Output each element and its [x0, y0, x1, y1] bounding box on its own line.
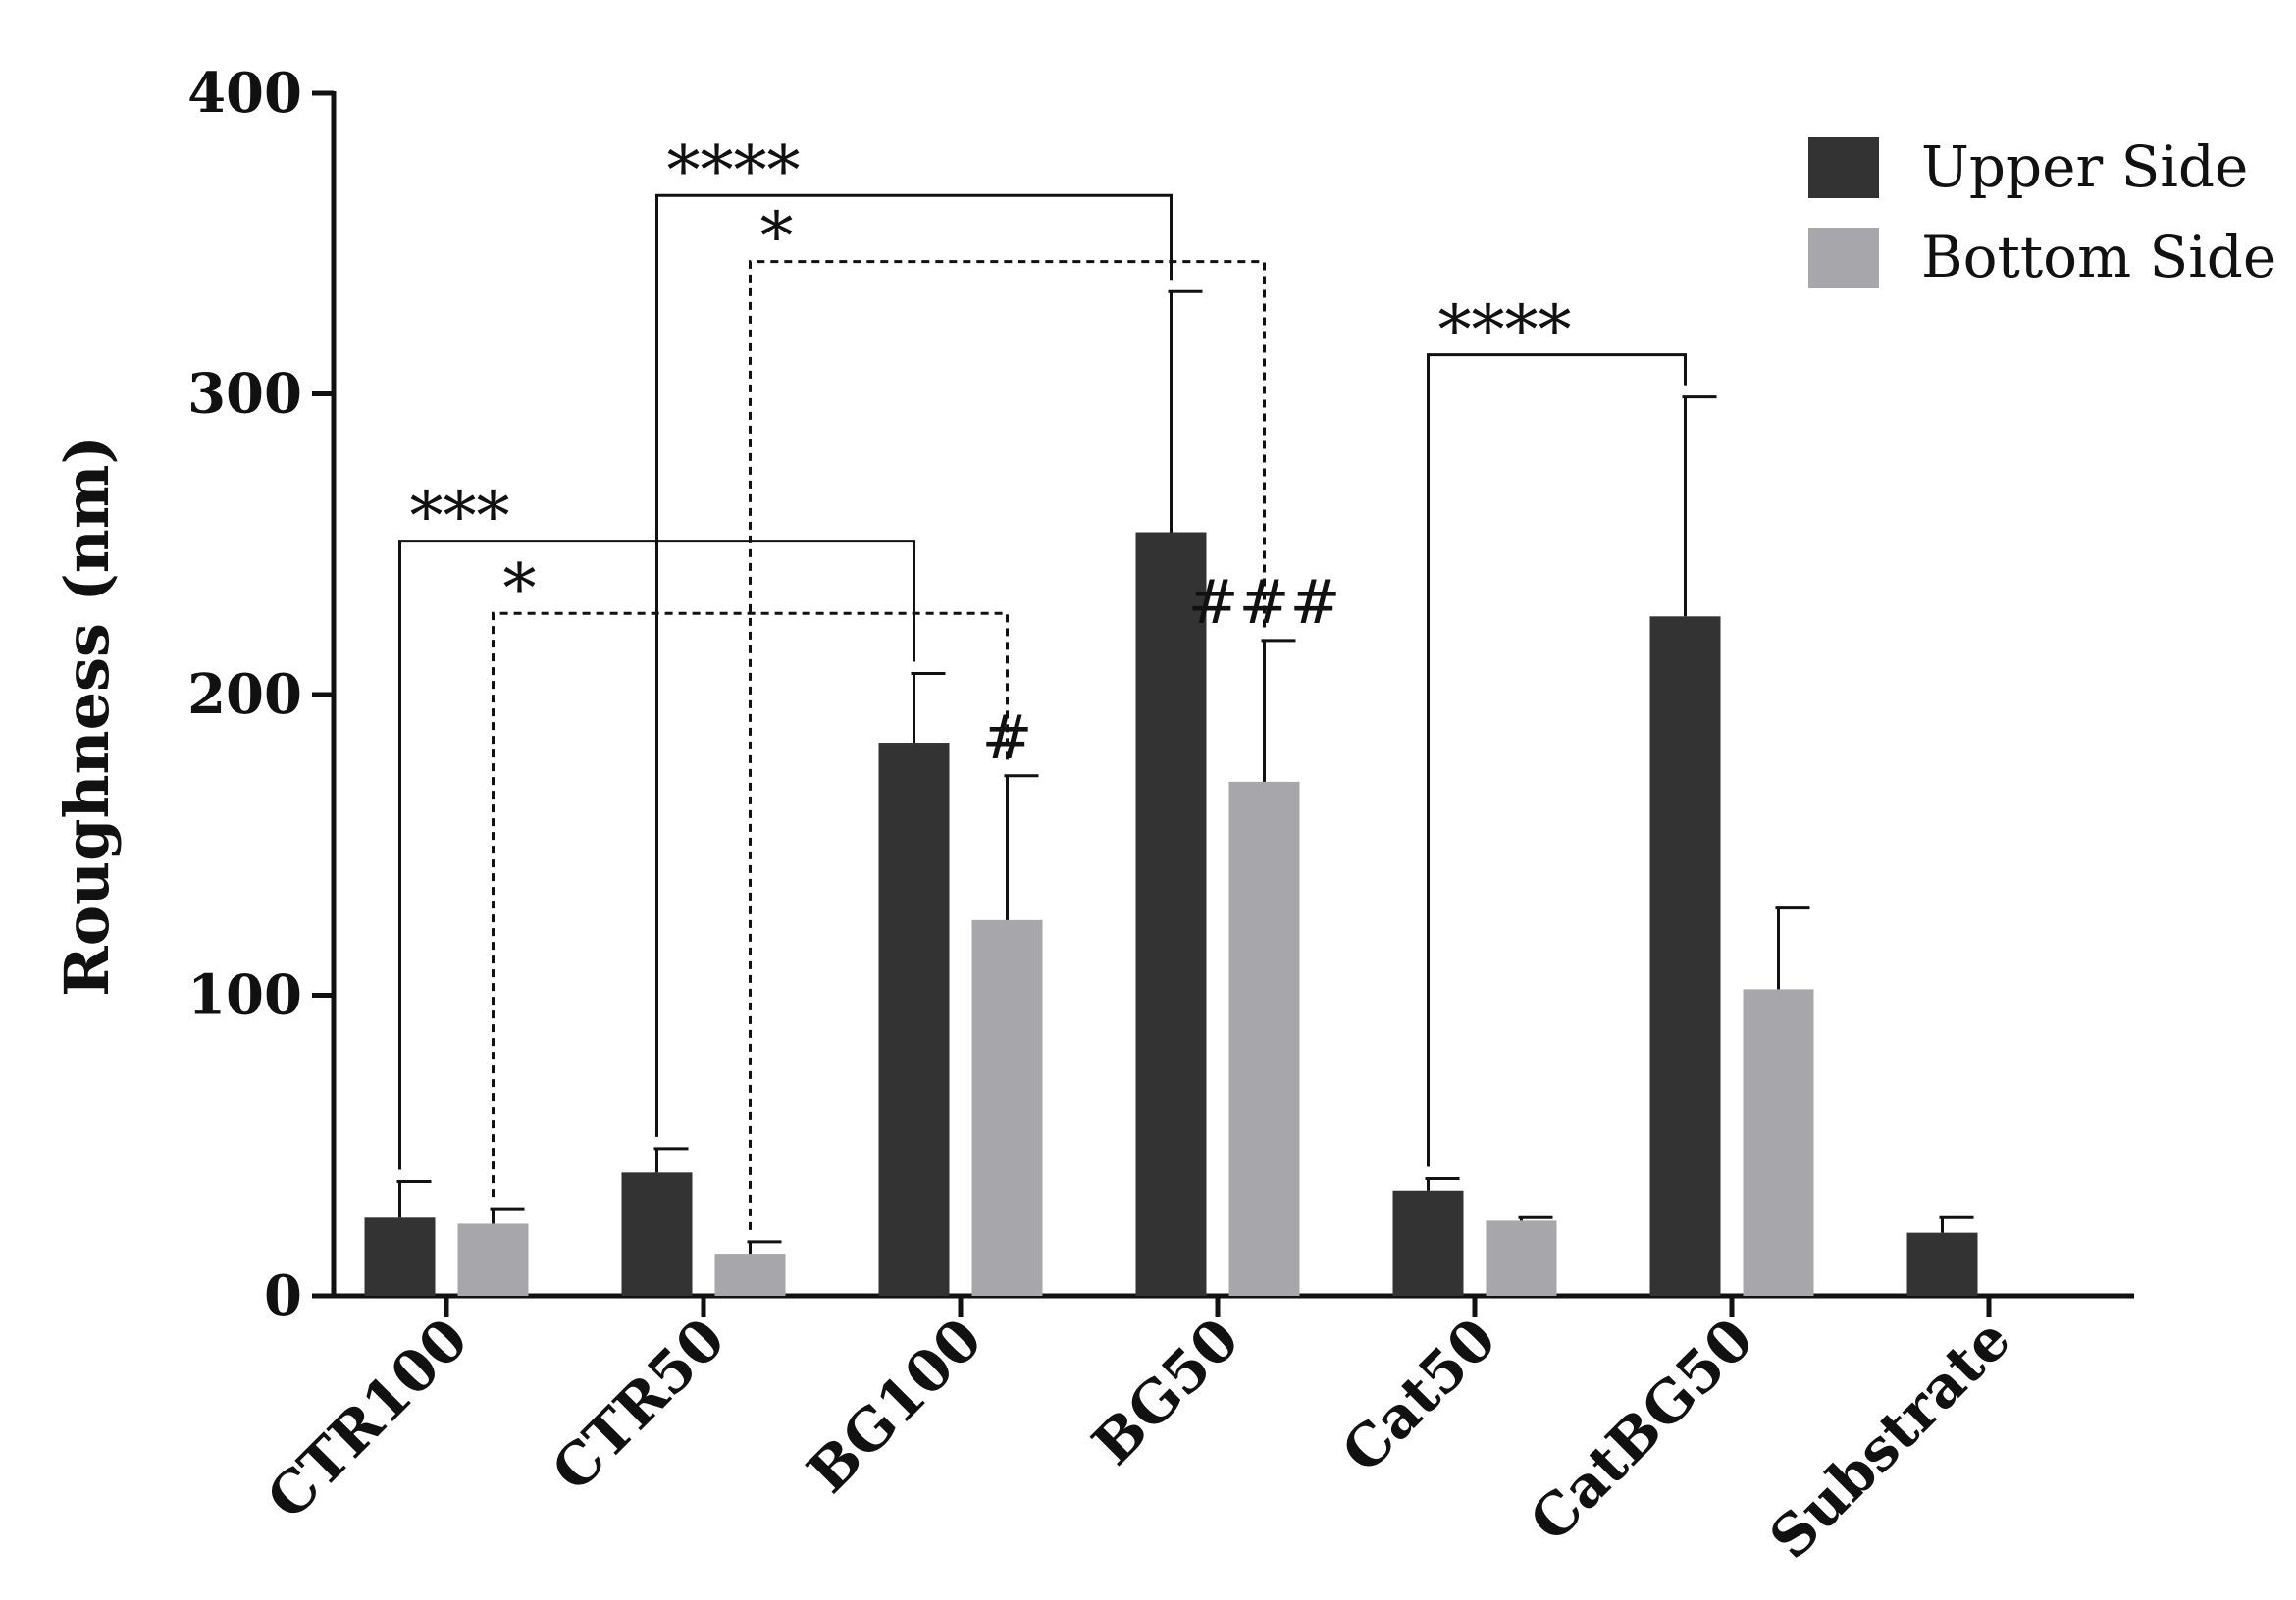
bar: [1392, 1190, 1464, 1296]
legend-label: Upper Side: [1921, 133, 2248, 200]
legend-swatch: [1808, 137, 1879, 198]
significance-label: *: [760, 199, 794, 277]
y-tick-label: 200: [187, 662, 302, 727]
y-axis: 0 100 200 300 400: [187, 61, 337, 1328]
y-tick-label: 100: [187, 963, 302, 1028]
x-tick-label: BG50: [1079, 1306, 1252, 1478]
significance-bracket: [655, 193, 1173, 1137]
bar: [1135, 532, 1207, 1296]
bar: [1228, 781, 1300, 1296]
significance-label: ****: [1438, 292, 1572, 370]
bar: [1486, 1220, 1557, 1296]
y-tick-label: 300: [187, 362, 302, 427]
bar: [364, 1217, 436, 1296]
bar: [714, 1254, 786, 1296]
bar: [457, 1223, 529, 1296]
bar: [878, 743, 950, 1296]
x-tick-label: CTR100: [254, 1306, 481, 1532]
bar: [1906, 1232, 1978, 1296]
legend-label: Bottom Side: [1921, 224, 2276, 290]
x-tick-label: Cat50: [1330, 1306, 1509, 1485]
bar: [1743, 989, 1814, 1296]
y-tick-label: 0: [264, 1264, 302, 1328]
y-axis-label: Roughness (nm): [51, 436, 123, 997]
legend: Upper Side Bottom Side: [1808, 133, 2276, 290]
legend-swatch: [1808, 228, 1879, 288]
x-tick-label: CatBG50: [1517, 1306, 1766, 1555]
significance-bracket: [492, 611, 1009, 1198]
bar: [621, 1172, 693, 1296]
bars: [364, 289, 1978, 1296]
x-tick-label: Substrate: [1756, 1306, 2022, 1572]
significance-bracket: [749, 260, 1266, 1230]
significance-bracket: [1427, 353, 1687, 1167]
significance-brackets: *************####: [398, 132, 1687, 1230]
x-tick-label: CTR50: [539, 1306, 737, 1504]
bar: [1649, 616, 1721, 1296]
x-tick-label: BG100: [795, 1306, 995, 1506]
significance-label: ***: [410, 479, 510, 556]
significance-label: *: [503, 550, 537, 628]
annotation-label: ###: [1188, 566, 1341, 638]
annotation-label: #: [982, 701, 1033, 773]
y-tick-label: 400: [187, 61, 302, 126]
significance-label: ****: [667, 132, 801, 210]
x-axis: CTR100 CTR50 BG100 BG50 Cat50 CatBG50Substrat…: [254, 1293, 2134, 1572]
bar: [971, 919, 1043, 1296]
